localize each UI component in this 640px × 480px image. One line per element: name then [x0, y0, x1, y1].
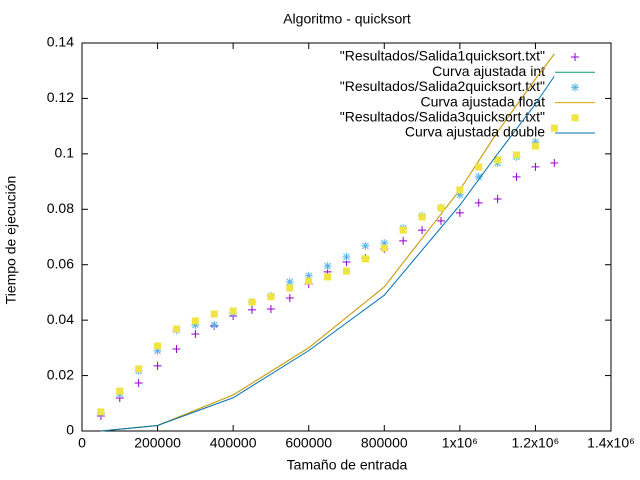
data-point [361, 255, 369, 263]
legend-label: "Resultados/Salida2quicksort.txt" [340, 78, 545, 94]
data-point [266, 305, 275, 314]
data-point [342, 252, 351, 261]
data-point [172, 344, 181, 353]
data-point [285, 293, 294, 302]
y-tick-label: 0.04 [47, 311, 74, 327]
data-point [380, 239, 389, 248]
data-point [191, 317, 199, 325]
data-point [361, 241, 370, 250]
y-tick-label: 0 [66, 422, 74, 438]
data-point [134, 379, 143, 388]
y-tick-label: 0.06 [47, 255, 74, 271]
data-point [191, 321, 200, 330]
data-point [436, 216, 445, 225]
data-point [323, 262, 332, 271]
chart-title: Algoritmo - quicksort [283, 11, 411, 27]
x-tick-label: 800000 [361, 435, 408, 451]
data-point [154, 342, 162, 350]
legend-label: "Resultados/Salida3quicksort.txt" [340, 109, 545, 125]
data-point [229, 307, 237, 315]
data-point [153, 361, 162, 370]
data-point [305, 277, 313, 285]
data-point [474, 172, 483, 181]
legend-label: Curva ajustada int [432, 63, 545, 79]
y-tick-label: 0.1 [55, 145, 75, 161]
data-point [97, 408, 105, 416]
y-tick-label: 0.08 [47, 200, 74, 216]
data-point [210, 310, 218, 318]
data-point [531, 137, 540, 146]
x-tick-label: 0 [78, 435, 86, 451]
y-axis-label: Tiempo de ejecución [3, 176, 19, 305]
data-point [172, 325, 180, 333]
x-tick-label: 200000 [134, 435, 181, 451]
x-tick-label: 1.2x10⁶ [512, 435, 560, 451]
y-tick-label: 0.14 [47, 34, 74, 50]
data-point [324, 273, 332, 281]
x-tick-label: 1.4x10⁶ [587, 435, 635, 451]
legend-swatch [571, 53, 579, 61]
fit-curve [100, 53, 555, 432]
data-point [550, 159, 559, 168]
x-tick-label: 1x10⁶ [442, 435, 478, 451]
plot-frame [81, 42, 612, 432]
legend-label: "Resultados/Salida1quicksort.txt" [340, 48, 545, 64]
data-point [550, 124, 558, 132]
data-point [153, 346, 162, 355]
fit-curve [100, 75, 555, 432]
data-point [116, 387, 124, 395]
data-point [455, 190, 464, 199]
data-point [248, 298, 256, 306]
data-point [343, 267, 350, 275]
data-point [399, 236, 408, 245]
data-point [513, 151, 521, 159]
data-point [286, 284, 294, 292]
legend-label: Curva ajustada double [405, 124, 545, 140]
data-point [267, 293, 275, 301]
data-point [455, 208, 464, 217]
data-point [474, 198, 483, 207]
data-point [380, 244, 388, 252]
data-point [531, 142, 539, 150]
data-point [399, 226, 407, 234]
data-point [437, 204, 445, 212]
data-point [493, 195, 502, 204]
data-point [191, 330, 200, 338]
data-point [531, 162, 540, 171]
data-point [456, 186, 464, 194]
data-point [475, 163, 483, 171]
data-point [248, 305, 257, 314]
legend-swatch [571, 83, 579, 92]
data-point [512, 172, 521, 181]
y-tick-label: 0.12 [47, 89, 74, 105]
x-tick-label: 400000 [210, 435, 257, 451]
y-tick-label: 0.02 [47, 366, 74, 382]
data-point [418, 226, 427, 235]
legend-swatch [571, 114, 579, 122]
data-point [210, 321, 219, 330]
x-tick-label: 600000 [285, 435, 332, 451]
data-point [494, 156, 502, 164]
data-point [418, 213, 426, 221]
x-axis-label: Tamaño de entrada [287, 457, 408, 473]
legend-label: Curva ajustada float [420, 93, 545, 109]
data-point [304, 271, 313, 280]
data-point [285, 277, 294, 286]
data-point [135, 365, 143, 373]
